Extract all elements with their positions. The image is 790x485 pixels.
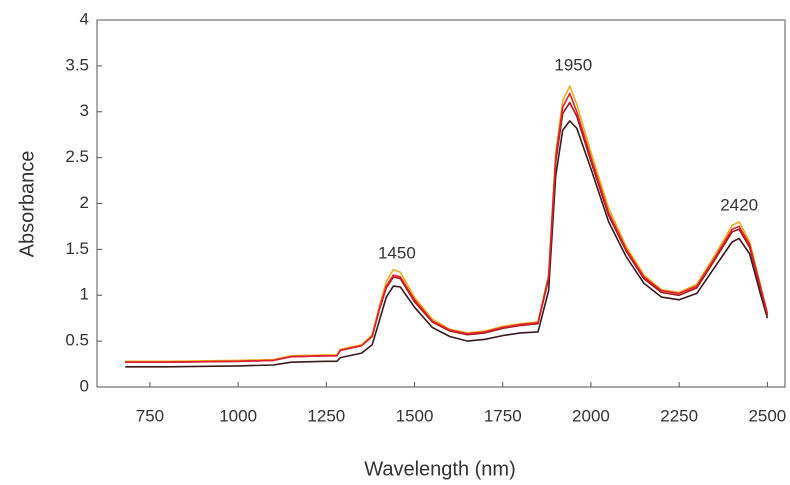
- peak-annotation: 1450: [378, 243, 416, 262]
- y-tick-label: 2.5: [65, 147, 89, 166]
- y-tick-label: 3: [80, 101, 89, 120]
- x-tick-label: 1750: [484, 406, 522, 425]
- spectrum-line: [125, 85, 769, 363]
- y-tick-label: 4: [80, 9, 89, 28]
- y-tick-label: 0: [80, 376, 89, 395]
- x-axis-title: Wavelength (nm): [364, 458, 516, 480]
- y-tick-label: 1: [80, 285, 89, 304]
- x-tick-label: 1500: [396, 406, 434, 425]
- y-tick-label: 0.5: [65, 331, 89, 350]
- x-tick-label: 2000: [572, 406, 610, 425]
- peak-annotation: 1950: [554, 55, 592, 74]
- x-tick-label: 2250: [660, 406, 698, 425]
- y-axis-title: Absorbance: [16, 151, 38, 258]
- x-tick-label: 2500: [748, 406, 786, 425]
- y-tick-label: 3.5: [65, 55, 89, 74]
- y-tick-label: 2: [80, 193, 89, 212]
- x-tick-label: 750: [136, 406, 164, 425]
- peak-annotation: 2420: [720, 196, 758, 215]
- spectrum-line: [125, 120, 769, 368]
- spectrum-line: [125, 92, 769, 363]
- x-tick-label: 1250: [307, 406, 345, 425]
- x-tick-label: 1000: [219, 406, 257, 425]
- y-tick-label: 1.5: [65, 239, 89, 258]
- spectrum-line: [125, 101, 769, 363]
